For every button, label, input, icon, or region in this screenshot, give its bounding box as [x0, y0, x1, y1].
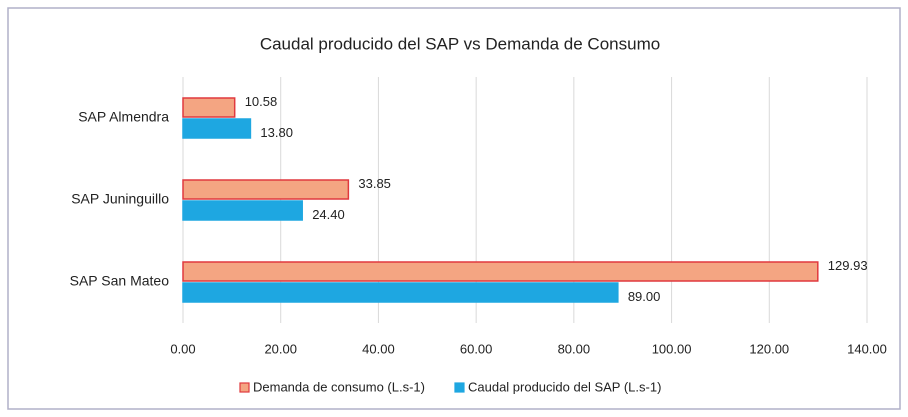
bar [182, 97, 236, 118]
y-tick-label: SAP Almendra [78, 109, 169, 125]
value-label: 33.85 [358, 176, 391, 191]
value-label: 24.40 [312, 207, 345, 222]
value-label: 10.58 [245, 94, 278, 109]
x-tick-label: 100.00 [652, 341, 692, 356]
x-tick-label: 120.00 [749, 341, 789, 356]
x-tick-label: 60.00 [460, 341, 493, 356]
bar [182, 261, 819, 282]
bar [182, 118, 252, 139]
chart-frame [7, 7, 901, 410]
y-tick-label: SAP Juninguillo [71, 191, 169, 207]
x-tick-label: 140.00 [847, 341, 887, 356]
x-tick-label: 80.00 [558, 341, 591, 356]
value-label: 129.93 [828, 258, 868, 273]
y-tick-label: SAP San Mateo [70, 273, 170, 289]
bar [182, 179, 350, 200]
x-tick-label: 20.00 [264, 341, 297, 356]
bar [182, 282, 619, 303]
legend-label: Caudal producido del SAP (L.s-1) [468, 379, 661, 394]
legend-marker [454, 382, 465, 393]
x-tick-label: 40.00 [362, 341, 395, 356]
bar [182, 200, 303, 221]
x-tick-label: 0.00 [170, 341, 195, 356]
legend-label: Demanda de consumo (L.s-1) [253, 379, 425, 394]
value-label: 89.00 [628, 289, 661, 304]
legend-marker [239, 382, 250, 393]
chart-title: Caudal producido del SAP vs Demanda de C… [260, 34, 660, 53]
value-label: 13.80 [260, 125, 293, 140]
